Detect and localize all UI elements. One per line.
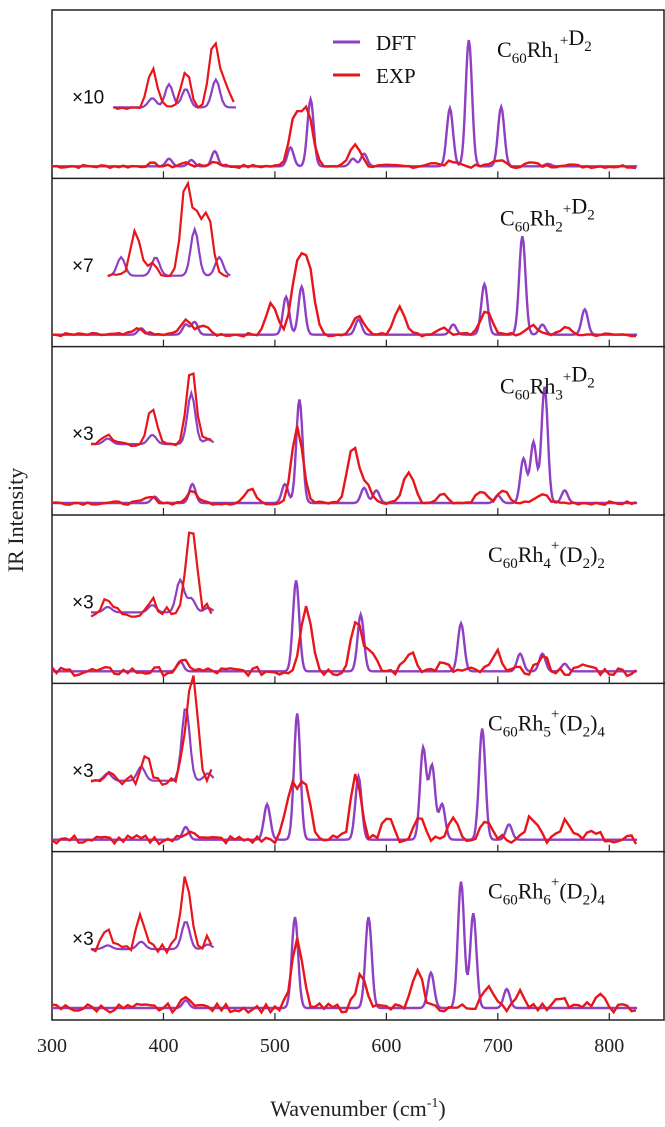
dft-spectrum-line	[52, 580, 638, 673]
dft-spectrum-line	[52, 386, 638, 505]
x-axis-title: Wavenumber (cm-1)	[270, 1096, 445, 1121]
inset-multiplier: ×3	[72, 929, 94, 950]
x-tick-label: 500	[260, 1035, 290, 1057]
exp-spectrum-line	[51, 251, 637, 338]
inset-multiplier: ×3	[72, 761, 94, 782]
exp-inset-line	[90, 675, 213, 787]
exp-inset-line	[90, 876, 213, 955]
legend: DFT EXP	[333, 31, 416, 88]
panel-species-label: C60Rh2+D2	[500, 193, 595, 235]
dft-inset-line	[91, 921, 215, 951]
inset-multiplier: ×3	[72, 592, 94, 613]
legend-dft-label: DFT	[376, 31, 416, 55]
y-axis-title: IR Intensity	[3, 468, 28, 573]
legend-exp-label: EXP	[376, 64, 416, 88]
exp-inset-line	[112, 40, 235, 111]
exp-inset-line	[107, 180, 229, 278]
exp-spectrum-line	[51, 938, 637, 1015]
plot-frame	[51, 9, 665, 1021]
dft-inset-line	[91, 389, 215, 446]
x-tick-label: 600	[371, 1035, 401, 1057]
series-layer	[51, 39, 638, 1015]
labels-layer: ×10 C60Rh1+D2 ×7 C60Rh2+D2 ×3 C60Rh3+D2 ×3 C60R…	[37, 25, 624, 1057]
exp-spectrum-line	[51, 773, 638, 846]
exp-spectrum-line	[51, 425, 637, 506]
panel-species-label: C60Rh3+D2	[500, 362, 595, 404]
panel-species-label: C60Rh5+(D2)4	[488, 706, 605, 740]
dft-spectrum-line	[52, 235, 638, 336]
inset-multiplier: ×10	[72, 87, 104, 108]
panel-species-label: C60Rh6+(D2)4	[488, 875, 605, 909]
exp-inset-line	[90, 372, 212, 448]
x-tick-label: 700	[483, 1035, 513, 1057]
dft-spectrum-line	[52, 39, 638, 168]
inset-multiplier: ×3	[72, 424, 94, 445]
dft-inset-line	[91, 708, 215, 782]
panel-species-label: C60Rh1+D2	[497, 25, 592, 67]
exp-inset-line	[90, 531, 213, 618]
x-tick-label: 800	[594, 1035, 624, 1057]
dft-inset-line	[91, 577, 215, 614]
x-tick-label: 300	[37, 1035, 67, 1057]
panel-species-label: C60Rh4+(D2)2	[488, 538, 605, 572]
dft-inset-line	[113, 77, 236, 109]
x-tick-label: 400	[148, 1035, 178, 1057]
inset-multiplier: ×7	[72, 256, 94, 277]
exp-spectrum-line	[51, 104, 637, 170]
exp-spectrum-line	[51, 605, 637, 678]
